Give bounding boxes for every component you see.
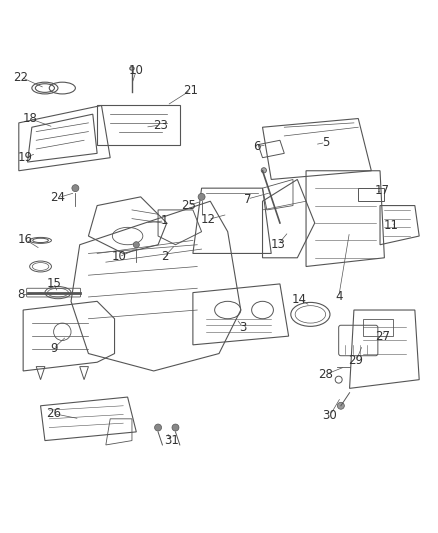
Text: 29: 29 — [349, 354, 364, 367]
Text: 6: 6 — [253, 140, 261, 154]
Text: 26: 26 — [46, 407, 61, 420]
Text: 22: 22 — [14, 71, 28, 84]
Ellipse shape — [130, 67, 134, 70]
Text: 17: 17 — [374, 184, 390, 197]
Text: 4: 4 — [335, 290, 343, 303]
Text: 11: 11 — [383, 219, 399, 232]
Text: 1: 1 — [161, 214, 168, 227]
Text: 25: 25 — [181, 199, 196, 212]
Text: 9: 9 — [50, 342, 57, 355]
Circle shape — [337, 402, 344, 409]
Text: 10: 10 — [129, 64, 144, 77]
Text: 21: 21 — [183, 84, 198, 96]
Text: 31: 31 — [164, 434, 179, 447]
Text: 12: 12 — [201, 213, 215, 226]
Text: 24: 24 — [50, 191, 65, 204]
Text: 18: 18 — [22, 112, 37, 125]
Text: 19: 19 — [18, 151, 33, 164]
Text: 15: 15 — [46, 277, 61, 289]
Text: 8: 8 — [17, 288, 25, 301]
Text: 13: 13 — [270, 238, 285, 251]
Text: 7: 7 — [244, 192, 251, 206]
Text: 2: 2 — [161, 250, 168, 263]
Text: 27: 27 — [374, 329, 390, 343]
Circle shape — [261, 168, 266, 173]
Text: 10: 10 — [111, 251, 126, 263]
Circle shape — [198, 193, 205, 200]
Circle shape — [172, 424, 179, 431]
Circle shape — [72, 184, 79, 192]
Text: 16: 16 — [18, 233, 33, 246]
Text: 23: 23 — [153, 118, 168, 132]
Text: 3: 3 — [239, 321, 247, 334]
Circle shape — [155, 424, 162, 431]
Text: 30: 30 — [323, 409, 337, 422]
Text: 14: 14 — [292, 293, 307, 305]
Text: 28: 28 — [318, 368, 333, 381]
Circle shape — [133, 241, 139, 248]
Text: 5: 5 — [322, 136, 329, 149]
